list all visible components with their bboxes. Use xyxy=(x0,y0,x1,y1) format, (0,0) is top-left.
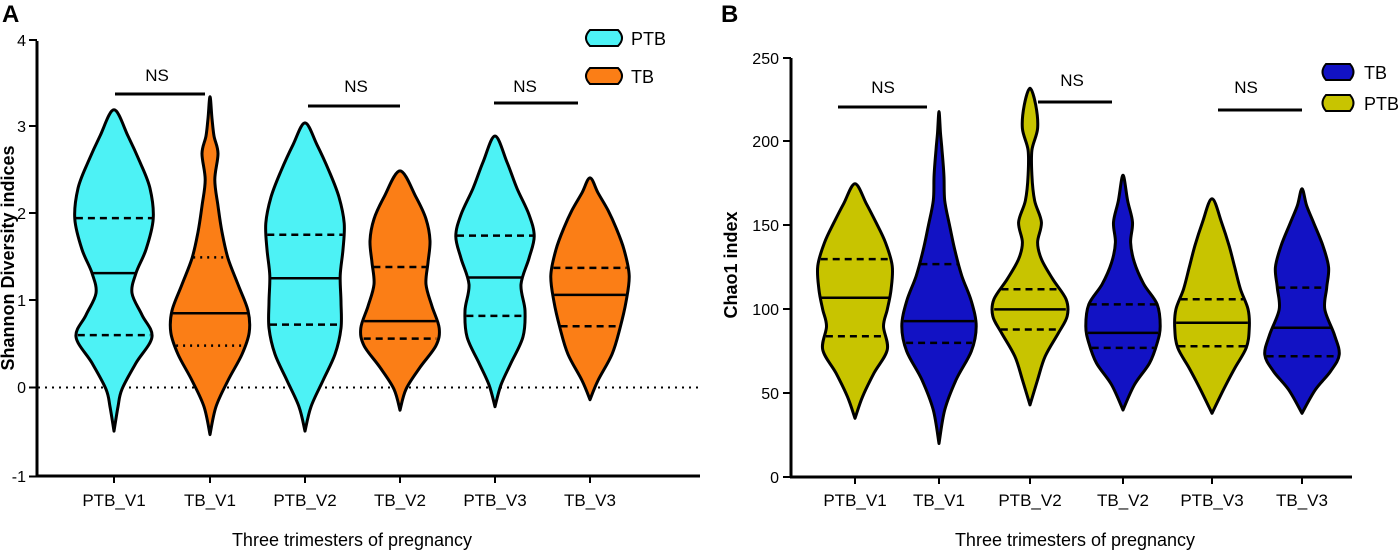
panel-a: A -1 0 1 2 3 4 PTB_V1 TB_V1 xyxy=(0,1,700,550)
panel-b-violin-tb-v1 xyxy=(900,110,978,445)
panel-a-xtick-label: PTB_V1 xyxy=(82,491,145,510)
panel-a-legend-label: PTB xyxy=(631,29,666,49)
panel-b-y-title: Chao1 index xyxy=(721,211,741,318)
panel-b-xtick-label: TB_V1 xyxy=(913,491,965,510)
panel-a-sig-label: NS xyxy=(145,66,169,85)
panel-a-significance: NS NS NS xyxy=(115,66,578,108)
panel-b-ytick-label: 100 xyxy=(752,302,779,319)
panel-b-violin-ptb-v1 xyxy=(815,182,895,420)
panel-b-violin-tb-v3 xyxy=(1263,187,1341,415)
panel-a-legend-swatch-ptb xyxy=(585,29,623,47)
panel-b-y-ticks: 0 50 100 150 200 250 xyxy=(752,51,791,487)
panel-b-xtick-label: PTB_V3 xyxy=(1180,491,1243,510)
panel-a-ytick-label: 0 xyxy=(17,380,26,397)
panel-b-x-title: Three trimesters of pregnancy xyxy=(955,530,1195,550)
panel-b-label: B xyxy=(721,1,738,28)
panel-b: B 0 50 100 150 200 250 PTB_V1 TB_V1 xyxy=(721,1,1399,550)
panel-a-ytick-label: 4 xyxy=(17,33,26,50)
panel-b-xtick-label: TB_V3 xyxy=(1276,491,1328,510)
panel-b-violin-ptb-v2 xyxy=(990,86,1070,407)
panel-b-ytick-label: 250 xyxy=(752,51,779,68)
panel-a-sig-label: NS xyxy=(344,77,368,96)
panel-a-sig-label: NS xyxy=(513,77,537,96)
panel-b-ytick-label: 200 xyxy=(752,134,779,151)
panel-a-x-title: Three trimesters of pregnancy xyxy=(232,530,472,550)
panel-a-violin-tb-v2 xyxy=(359,169,441,412)
panel-a-violin-ptb-v1 xyxy=(73,108,155,433)
panel-a-label: A xyxy=(2,1,19,28)
panel-a-violins xyxy=(73,95,631,437)
panel-a-legend-label: TB xyxy=(631,67,654,87)
panel-b-legend: TB PTB xyxy=(1321,63,1399,114)
panel-a-legend-swatch-tb xyxy=(585,67,623,85)
panel-a-violin-tb-v1 xyxy=(168,95,252,437)
panel-b-legend-swatch-tb xyxy=(1321,63,1355,81)
panel-a-y-ticks: -1 0 1 2 3 4 xyxy=(12,33,37,486)
panel-a-ytick-label: 1 xyxy=(17,293,26,310)
panel-b-ytick-label: 50 xyxy=(761,386,779,403)
panel-a-violin-ptb-v3 xyxy=(454,134,536,409)
panel-b-violin-tb-v2 xyxy=(1084,173,1162,412)
panel-a-violin-tb-v3 xyxy=(549,176,631,402)
panel-b-ytick-label: 150 xyxy=(752,218,779,235)
panel-b-sig-label: NS xyxy=(1234,78,1258,97)
panel-a-ytick-label: -1 xyxy=(12,469,26,486)
panel-b-legend-label: PTB xyxy=(1364,94,1399,114)
panel-b-significance: NS NS NS xyxy=(838,71,1302,112)
panel-a-violin-ptb-v2 xyxy=(264,121,346,433)
panel-a-xtick-label: TB_V2 xyxy=(374,491,426,510)
panel-b-ytick-label: 0 xyxy=(770,470,779,487)
panel-b-xtick-label: PTB_V2 xyxy=(998,491,1061,510)
panel-b-legend-swatch-ptb xyxy=(1321,94,1355,112)
panel-a-ytick-label: 2 xyxy=(17,206,26,223)
panel-a-xtick-label: TB_V1 xyxy=(184,491,236,510)
panel-b-xtick-label: PTB_V1 xyxy=(823,491,886,510)
panel-a-xtick-label: PTB_V2 xyxy=(273,491,336,510)
panel-b-sig-label: NS xyxy=(871,78,895,97)
panel-a-xtick-label: PTB_V3 xyxy=(463,491,526,510)
panel-a-xtick-label: TB_V3 xyxy=(564,491,616,510)
panel-a-y-title: Shannon Diversity indices xyxy=(0,145,18,370)
panel-a-x-ticks: PTB_V1 TB_V1 PTB_V2 TB_V2 PTB_V3 TB_V3 xyxy=(82,476,616,510)
panel-b-xtick-label: TB_V2 xyxy=(1097,491,1149,510)
panel-b-violins xyxy=(815,86,1341,445)
panel-b-violin-ptb-v3 xyxy=(1173,197,1251,415)
panel-b-sig-label: NS xyxy=(1060,71,1084,90)
panel-a-ytick-label: 3 xyxy=(17,119,26,136)
panel-b-legend-label: TB xyxy=(1364,63,1387,83)
panel-b-x-ticks: PTB_V1 TB_V1 PTB_V2 TB_V2 PTB_V3 TB_V3 xyxy=(823,477,1328,510)
panel-a-legend: PTB TB xyxy=(585,29,666,87)
